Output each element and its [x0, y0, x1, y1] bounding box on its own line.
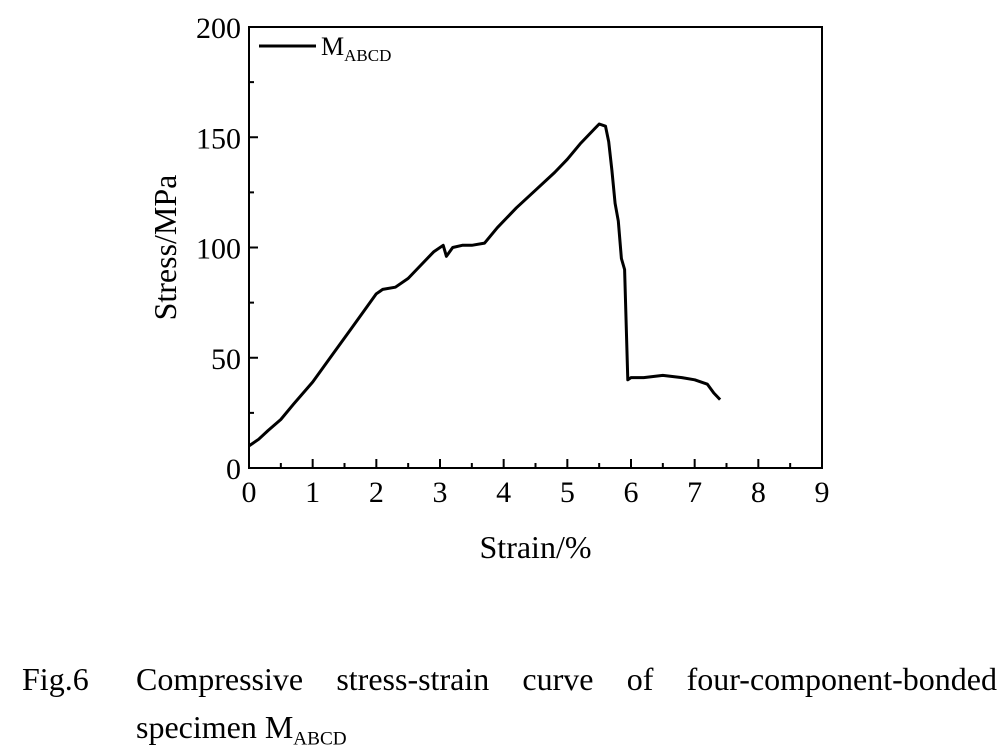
series-line-mabcd	[248, 122, 722, 448]
y-axis-ticks: 0 50 100 150 200	[196, 12, 258, 486]
legend: MABCD	[259, 32, 391, 65]
x-tick-label: 2	[369, 476, 384, 509]
x-tick-label: 0	[242, 476, 257, 509]
y-tick-label: 150	[196, 122, 241, 155]
caption-text-line1: Compressive stress-strain curve of four-…	[136, 661, 997, 697]
x-tick-label: 8	[751, 476, 766, 509]
caption-text-line2: specimen M	[136, 709, 294, 745]
x-axis-ticks: 0 1 2 3 4 5 6 7 8 9	[242, 459, 830, 509]
plot-frame	[248, 26, 823, 469]
y-tick-label: 100	[196, 233, 241, 266]
y-tick-label: 0	[226, 453, 241, 486]
legend-label: MABCD	[321, 32, 391, 65]
caption-line2: specimen MABCD	[22, 703, 997, 751]
x-axis-label: Strain/%	[480, 529, 592, 565]
y-tick-label: 50	[211, 343, 241, 376]
x-tick-label: 3	[433, 476, 448, 509]
caption-subscript: ABCD	[293, 728, 347, 750]
stress-strain-chart: 0 1 2 3 4 5 6 7 8 9 0 50 100 150 200 MABCD Strain/% S…	[147, 12, 830, 565]
y-tick-label: 200	[196, 12, 241, 45]
x-tick-label: 7	[687, 476, 702, 509]
x-tick-label: 5	[560, 476, 575, 509]
x-tick-label: 6	[624, 476, 639, 509]
x-tick-label: 4	[496, 476, 511, 509]
x-tick-label: 1	[305, 476, 320, 509]
figure-caption: Fig.6 Compressive stress-strain curve of…	[22, 655, 997, 751]
x-tick-label: 9	[815, 476, 830, 509]
figure-number: Fig.6	[22, 661, 89, 697]
y-axis-label: Stress/MPa	[147, 175, 183, 321]
